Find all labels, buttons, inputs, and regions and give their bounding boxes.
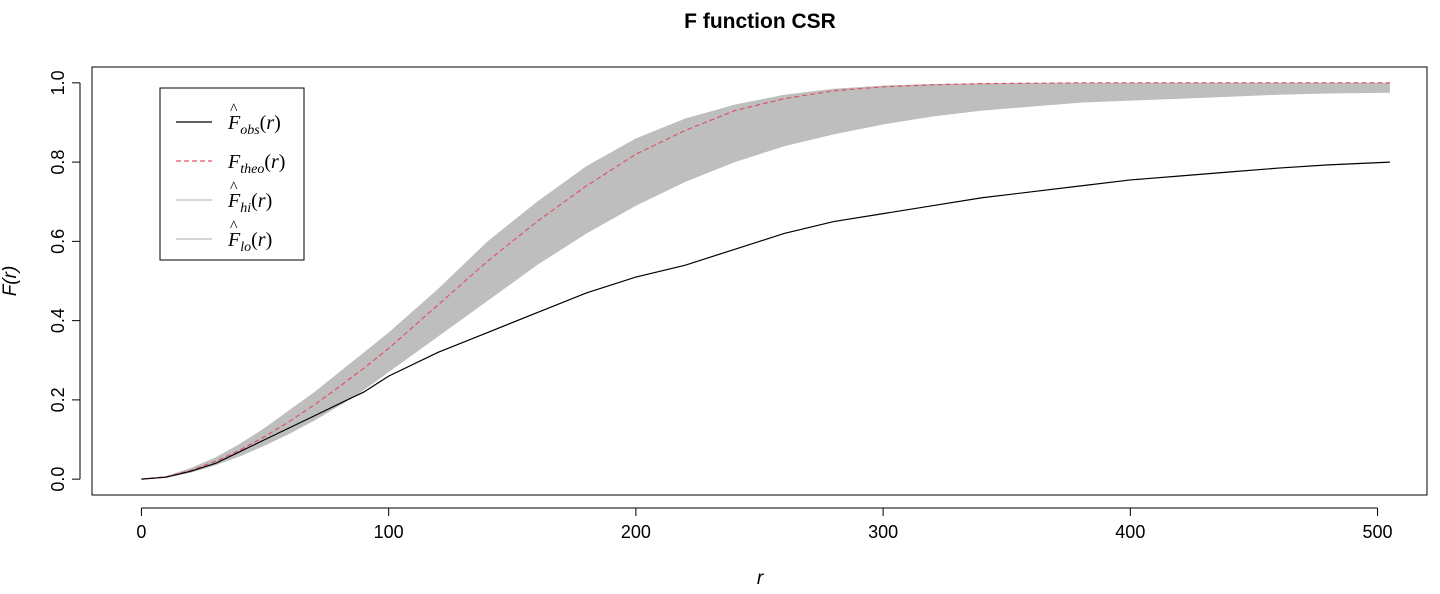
legend-label-theo: Ftheo(r) — [227, 151, 285, 177]
legend-hat-hi: ^ — [230, 179, 238, 196]
y-tick-label: 0.8 — [48, 150, 68, 175]
y-tick-label: 1.0 — [48, 70, 68, 95]
y-axis: 0.0 0.2 0.4 0.6 0.8 1.0 — [48, 70, 81, 492]
y-tick-label: 0.0 — [48, 467, 68, 492]
legend-label-obs: Fobs(r) — [227, 112, 281, 138]
confidence-band — [141, 82, 1390, 480]
y-tick-label: 0.2 — [48, 387, 68, 412]
series-line-obs — [141, 161, 1390, 480]
x-tick-label: 0 — [136, 522, 146, 542]
legend: Fobs(r)^Ftheo(r)Fhi(r)^Flo(r)^ — [159, 87, 305, 261]
y-axis-title: F(r) — [0, 266, 21, 297]
y-tick-label: 0.6 — [48, 229, 68, 254]
legend-box — [159, 87, 305, 261]
series-lines — [141, 82, 1390, 480]
legend-label-lo: Flo(r) — [227, 229, 272, 255]
y-tick-label: 0.4 — [48, 308, 68, 333]
plot-frame — [91, 66, 1428, 496]
legend-label-hi: Fhi(r) — [227, 190, 272, 216]
legend-hat-lo: ^ — [230, 218, 238, 235]
x-tick-label: 500 — [1363, 522, 1393, 542]
band-fill — [141, 82, 1390, 480]
x-axis: 0 100 200 300 400 500 — [136, 507, 1393, 542]
x-tick-label: 100 — [374, 522, 404, 542]
x-tick-label: 300 — [868, 522, 898, 542]
x-tick-label: 400 — [1115, 522, 1145, 542]
chart-title: F function CSR — [684, 10, 836, 33]
x-tick-label: 200 — [621, 522, 651, 542]
series-line-theo — [141, 82, 1390, 480]
legend-hat-obs: ^ — [230, 101, 238, 118]
x-axis-title: r — [757, 568, 764, 589]
